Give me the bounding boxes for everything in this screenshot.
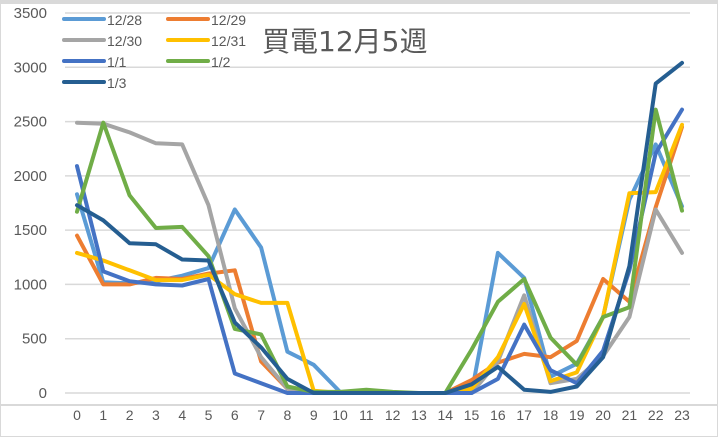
legend-item: 12/29 [166,12,246,28]
legend: 12/28 12/29 12/30 12/31 1/1 1/2 1/3 [62,12,246,91]
x-tick-label: 17 [516,407,532,423]
legend-label: 12/29 [211,12,246,28]
x-axis: 0 1 2 3 4 5 6 7 8 9 10 11 12 13 14 15 16 17 18 19 20 21 22 23 [73,407,690,423]
legend-label: 1/1 [107,54,127,70]
legend-item: 1/3 [62,75,127,91]
legend-label: 12/28 [107,12,142,28]
x-tick-label: 21 [622,407,638,423]
legend-label: 1/2 [211,54,231,70]
y-tick-label: 3500 [14,5,47,22]
x-tick-label: 8 [284,407,292,423]
x-tick-label: 1 [99,407,107,423]
legend-item: 1/1 [62,54,127,70]
y-tick-label: 0 [39,385,47,402]
x-tick-label: 18 [543,407,559,423]
series-lines [75,60,684,395]
x-tick-label: 5 [205,407,213,423]
legend-item: 12/30 [62,33,142,49]
y-tick-label: 2500 [14,114,47,131]
series-line-12-29 [75,125,684,395]
x-tick-label: 4 [178,407,186,423]
legend-item: 1/2 [166,54,231,70]
x-tick-label: 14 [437,407,453,423]
y-tick-label: 3000 [14,59,47,76]
series-line-12-30 [75,120,684,395]
legend-item: 12/28 [62,12,142,28]
legend-item: 12/31 [166,33,246,49]
x-tick-label: 11 [359,407,374,423]
x-tick-label: 20 [595,407,611,423]
chart-title: 買電12月5週 [262,25,428,58]
series-line-1-2 [75,107,684,395]
plot-area-bottom-border [0,404,718,406]
legend-label: 12/31 [211,33,246,49]
legend-label: 1/3 [107,75,127,91]
x-tick-label: 16 [490,407,506,423]
x-tick-label: 10 [332,407,348,423]
x-tick-label: 13 [411,407,427,423]
x-tick-label: 9 [310,407,318,423]
x-tick-label: 19 [569,407,585,423]
x-tick-label: 22 [648,407,664,423]
series-line-12-28 [75,142,684,395]
x-tick-label: 3 [152,407,160,423]
y-tick-label: 500 [22,331,47,348]
x-tick-label: 0 [73,407,81,423]
y-tick-label: 1000 [14,276,47,293]
x-tick-label: 23 [674,407,690,423]
series-line-12-31 [75,122,684,395]
x-tick-label: 15 [464,407,480,423]
legend-label: 12/30 [107,33,142,49]
y-tick-label: 1500 [14,222,47,239]
y-tick-label: 2000 [14,168,47,185]
x-tick-label: 6 [231,407,239,423]
chart-top-border [0,0,718,4]
series-line-1-3 [75,60,684,395]
x-tick-label: 7 [257,407,265,423]
x-tick-label: 12 [385,407,401,423]
x-tick-label: 2 [126,407,134,423]
y-axis: 0 500 1000 1500 2000 2500 3000 3500 [14,5,47,402]
